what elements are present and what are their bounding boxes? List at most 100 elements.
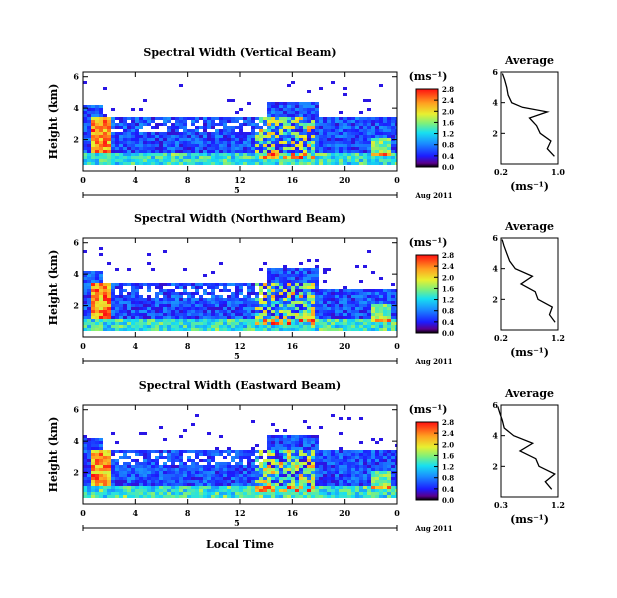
heatmap-cell <box>163 301 167 304</box>
heatmap-cell <box>363 486 367 489</box>
heatmap-cell <box>259 132 263 135</box>
heatmap-cell <box>235 495 239 498</box>
heatmap-cell <box>287 286 291 289</box>
heatmap-cell <box>143 298 147 301</box>
heatmap-cell <box>95 292 99 295</box>
heatmap-cell <box>147 492 151 495</box>
heatmap-cell <box>119 322 123 325</box>
heatmap-cell <box>87 123 91 126</box>
heatmap-cell <box>351 295 355 298</box>
heatmap-cell <box>275 304 279 307</box>
heatmap-cell <box>283 274 287 277</box>
heatmap-cell <box>99 120 103 123</box>
heatmap-cell <box>335 456 339 459</box>
heatmap-cell <box>355 307 359 310</box>
heatmap-cell <box>231 301 235 304</box>
heatmap-cell <box>343 117 347 120</box>
heatmap-cell <box>279 283 283 286</box>
profile-frame <box>500 404 559 498</box>
heatmap-cell <box>331 144 335 147</box>
heatmap-cell <box>107 129 111 132</box>
heatmap-cell <box>211 322 215 325</box>
heatmap-cell <box>271 286 275 289</box>
heatmap-cell <box>223 307 227 310</box>
heatmap-cell <box>147 153 151 156</box>
heatmap-cell <box>311 301 315 304</box>
heatmap-cell <box>99 162 103 165</box>
heatmap-cell <box>331 304 335 307</box>
heatmap-cell <box>147 319 151 322</box>
heatmap-cell <box>215 489 219 492</box>
heatmap-cell <box>119 132 123 135</box>
heatmap-cell <box>227 483 231 486</box>
heatmap-cell <box>379 144 383 147</box>
heatmap-cell <box>123 453 127 456</box>
heatmap-cell <box>87 286 91 289</box>
heatmap-cell <box>295 301 299 304</box>
heatmap-cell <box>359 471 363 474</box>
heatmap-cell <box>371 450 375 453</box>
heatmap-cell <box>119 292 123 295</box>
heatmap-cell <box>395 313 397 316</box>
heatmap-cell <box>291 495 295 498</box>
heatmap-cell <box>335 307 339 310</box>
heatmap-cell <box>331 477 335 480</box>
heatmap-cell <box>339 156 343 159</box>
heatmap-cell <box>359 132 363 135</box>
heatmap-cell <box>395 298 397 301</box>
heatmap-cell <box>299 468 303 471</box>
heatmap-cell <box>127 153 131 156</box>
heatmap-cell <box>251 150 255 153</box>
heatmap-cell <box>291 435 295 438</box>
heatmap-cell <box>119 304 123 307</box>
heatmap-cell <box>363 483 367 486</box>
heatmap-cell <box>339 138 343 141</box>
heatmap-cell <box>275 138 279 141</box>
heatmap-cell <box>155 301 159 304</box>
heatmap-cell <box>191 480 195 483</box>
heatmap-cell <box>251 144 255 147</box>
heatmap-cell <box>271 322 275 325</box>
heatmap-cell <box>375 135 379 138</box>
heatmap-cell <box>307 441 311 444</box>
heatmap-cell <box>275 444 279 447</box>
heatmap-cell <box>323 468 327 471</box>
heatmap-cell <box>127 456 131 459</box>
heatmap-cell <box>291 150 295 153</box>
heatmap-cell <box>183 468 187 471</box>
heatmap-cell <box>95 159 99 162</box>
heatmap-cell <box>223 159 227 162</box>
heatmap-cell <box>307 486 311 489</box>
heatmap-cell <box>143 468 147 471</box>
heatmap-cell <box>307 426 311 429</box>
heatmap-cell <box>343 126 347 129</box>
heatmap-cell <box>251 153 255 156</box>
heatmap-cell <box>391 135 395 138</box>
heatmap-cell <box>135 471 139 474</box>
heatmap-cell <box>131 486 135 489</box>
heatmap-cell <box>103 135 107 138</box>
heatmap-cell <box>395 307 397 310</box>
heatmap-cell <box>359 316 363 319</box>
heatmap-cell <box>127 492 131 495</box>
heatmap-cell <box>167 453 171 456</box>
heatmap-cell <box>167 495 171 498</box>
heatmap-cell <box>271 138 275 141</box>
heatmap-cell <box>235 304 239 307</box>
heatmap-cell <box>107 328 111 331</box>
heatmap-cell <box>263 465 267 468</box>
heatmap-cell <box>367 132 371 135</box>
heatmap-cell <box>139 141 143 144</box>
heatmap-cell <box>155 153 159 156</box>
heatmap-cell <box>91 492 95 495</box>
heatmap-cell <box>103 328 107 331</box>
heatmap-cell <box>315 489 319 492</box>
heatmap-cell <box>215 159 219 162</box>
heatmap-cell <box>151 471 155 474</box>
heatmap-cell <box>263 147 267 150</box>
heatmap-cell <box>127 292 131 295</box>
heatmap-cell <box>179 462 183 465</box>
heatmap-cell <box>359 111 363 114</box>
heatmap-cell <box>371 141 375 144</box>
heatmap-cell <box>371 298 375 301</box>
